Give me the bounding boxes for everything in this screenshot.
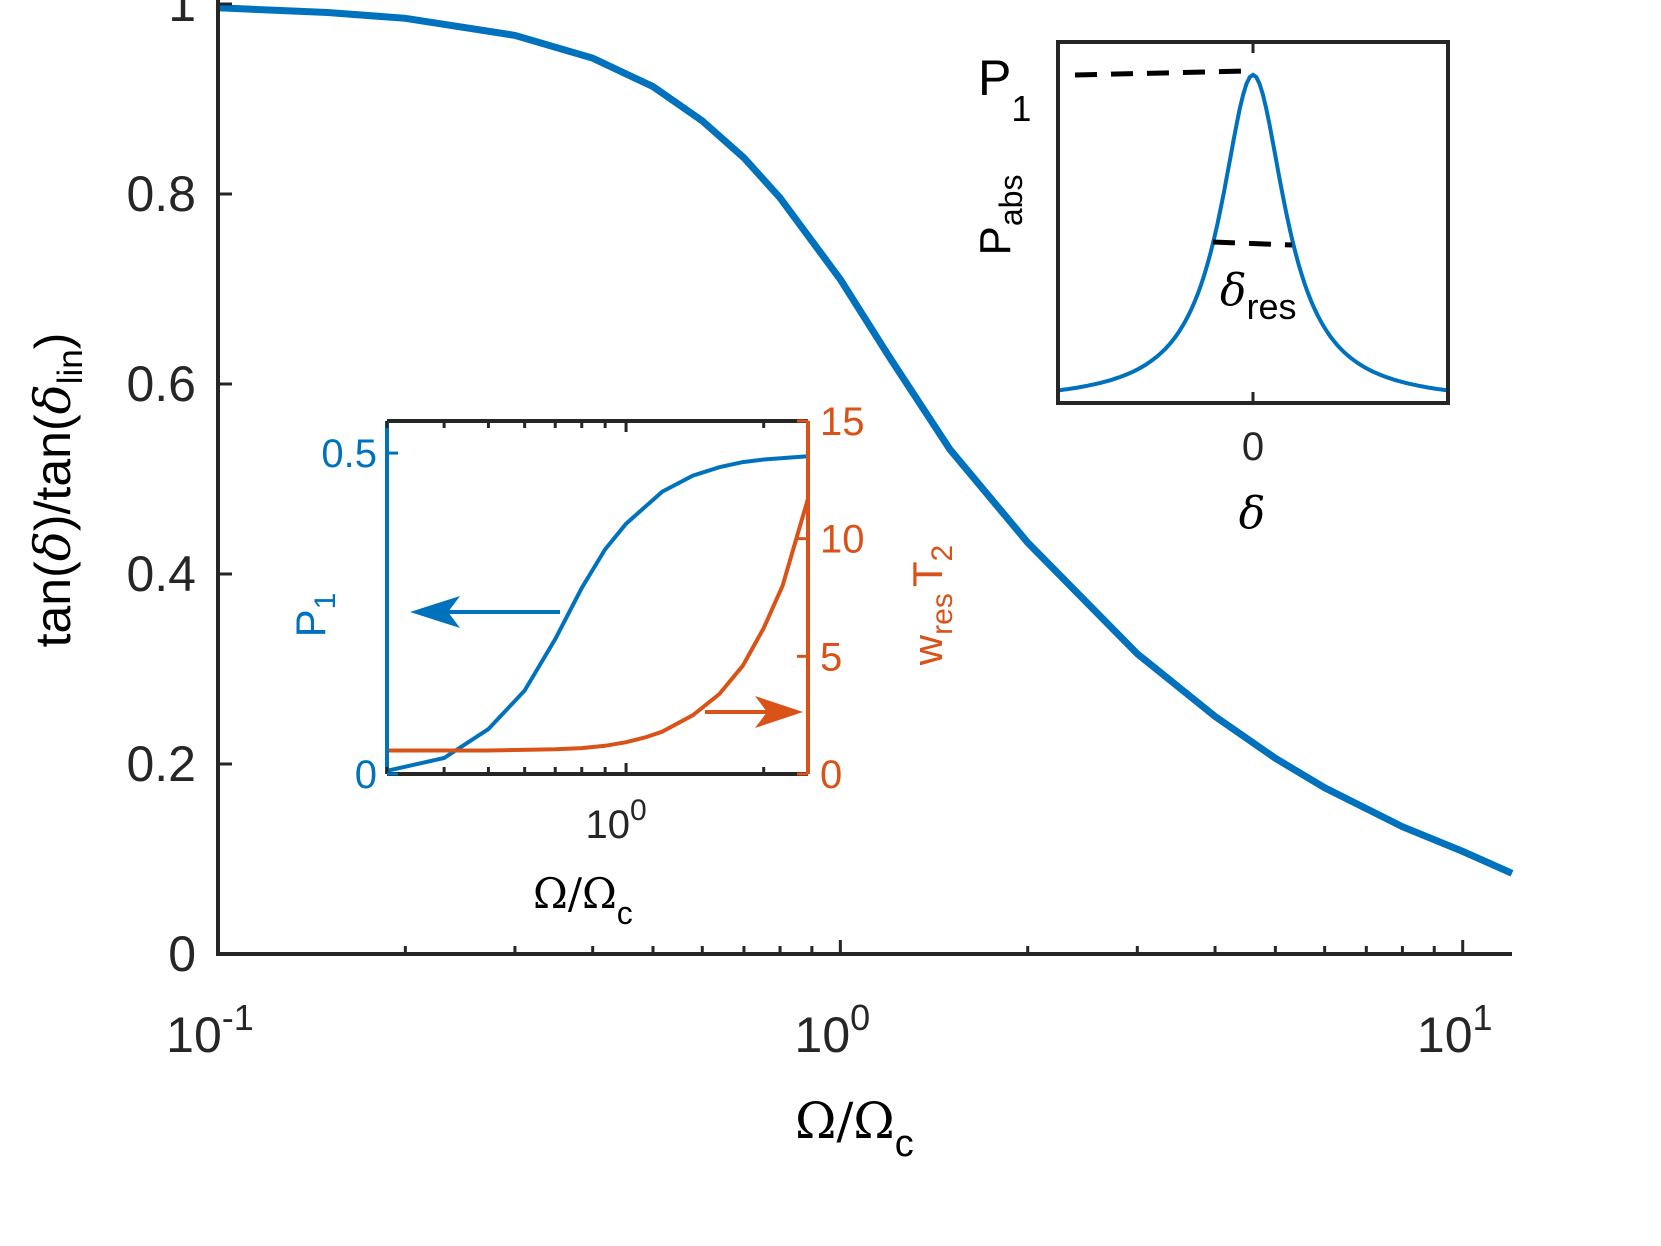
inset-left-plot: 0 0.5 0 5 10 15 100 P1 wresT2 Ω/Ωc [287,400,959,931]
main-y-tick-label: 0.6 [126,356,196,412]
delta-res-reference-dash [1212,239,1293,248]
main-series-line [217,4,1514,877]
main-y-tick-label: 0.4 [126,546,196,602]
main-y-axis-label: tan(δ)/tan(δlin) [24,333,90,648]
inset-left-x-axis-label: Ω/Ωc [533,869,633,931]
main-plot: 00.20.40.60.81 10-1 100 101 tan(δ)/tan(δli… [24,0,1514,1165]
main-x-tick-labels: 10-1 100 101 [166,997,1492,1063]
inset-right-x-axis-label: δ [1239,488,1266,539]
inset-left-ticks [385,419,808,776]
p1-reference-dash [1074,68,1249,78]
inset-left-background [387,421,808,774]
main-x-tick-label: 100 [795,997,871,1063]
main-y-tick-labels: 0 0.2 0.4 0.6 0.8 1 [126,0,196,982]
inset-right-peak-line [1057,72,1449,393]
inset-left-y-label-p1: P1 [287,593,342,638]
inset-left-y-label-wres: wresT2 [904,545,959,666]
main-y-tick-label: 0.2 [126,736,196,792]
main-x-tick-label: 101 [1417,997,1493,1063]
right-arrow-head [755,696,803,728]
inset-left-wres-line [387,498,810,753]
inset-left-y2-tick-label: 0 [820,753,842,797]
inset-left-tick-labels: 0 0.5 0 5 10 15 100 [321,400,864,847]
inset-left-y2-tick-label: 5 [820,635,842,679]
inset-right-plot: 0 P1 Pabs δres δ [971,40,1450,539]
inset-right-x-tick-label: 0 [1242,425,1264,469]
inset-right-y-axis-label: Pabs [971,175,1029,256]
main-y-tick-label: 1 [168,0,196,32]
left-arrow-head [410,596,460,628]
left-arrow [410,596,560,628]
main-x-axis-label: Ω/Ωc [795,1092,914,1165]
inset-left-frame [385,419,810,776]
main-y-tick-label: 0.8 [126,166,196,222]
main-y-tick-label: 0 [168,926,196,982]
inset-right-p1-annotation: P1 [978,50,1031,129]
inset-left-p1-line [386,454,809,773]
inset-left-y2-tick-label: 15 [820,400,865,444]
inset-left-x-tick-label: 100 [585,794,646,847]
main-axis-lines [216,0,1512,956]
right-arrow [705,696,803,728]
inset-left-y-tick-label: 0.5 [321,432,377,476]
inset-right-background [1058,42,1448,403]
inset-left-y-tick-label: 0 [355,753,377,797]
inset-right-delta-res-annotation: δres [1220,265,1297,327]
inset-left-y2-tick-label: 10 [820,518,865,562]
main-x-tick-label: 10-1 [166,997,254,1063]
